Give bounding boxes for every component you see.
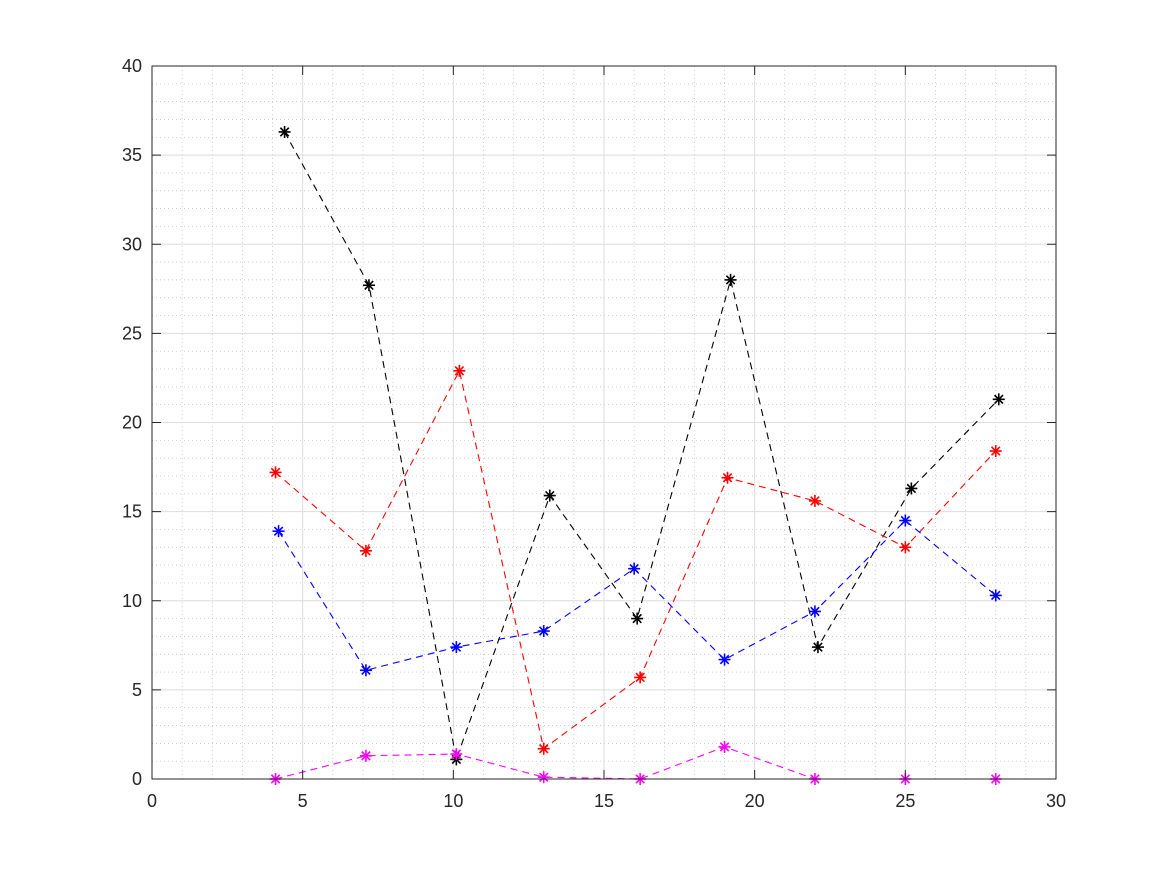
x-tick-label: 30 <box>1046 791 1066 811</box>
data-point-marker <box>992 393 1005 406</box>
data-point-marker <box>808 605 821 618</box>
data-point-marker <box>989 589 1002 602</box>
x-axis-tick-labels: 0 5 10 15 20 25 30 <box>147 791 1066 811</box>
y-tick-label: 25 <box>122 323 142 343</box>
data-point-marker <box>631 612 644 625</box>
chart-series <box>269 125 1005 785</box>
x-tick-label: 0 <box>147 791 157 811</box>
x-tick-label: 15 <box>594 791 614 811</box>
axis-ticks <box>151 65 1057 780</box>
x-tick-label: 10 <box>443 791 463 811</box>
x-tick-label: 25 <box>895 791 915 811</box>
series-1 <box>278 125 1005 766</box>
chart-grid <box>151 65 1057 780</box>
data-point-marker <box>278 125 291 138</box>
data-point-marker <box>989 445 1002 458</box>
data-point-marker <box>899 541 912 554</box>
y-tick-label: 15 <box>122 502 142 522</box>
data-point-marker <box>634 671 647 684</box>
y-tick-label: 40 <box>122 56 142 76</box>
series-line <box>284 131 1000 762</box>
y-tick-label: 35 <box>122 145 142 165</box>
y-tick-label: 20 <box>122 413 142 433</box>
data-point-marker <box>543 489 556 502</box>
data-point-marker <box>808 494 821 507</box>
y-axis-tick-labels: 0 5 10 15 20 25 30 35 40 <box>122 56 142 789</box>
data-point-marker <box>628 562 641 575</box>
data-point-marker <box>811 641 824 654</box>
data-point-marker <box>450 748 463 761</box>
data-point-marker <box>537 742 550 755</box>
series-line <box>278 519 997 671</box>
data-point-marker <box>359 749 372 762</box>
y-tick-label: 30 <box>122 234 142 254</box>
data-point-marker <box>450 641 463 654</box>
data-point-marker <box>718 653 731 666</box>
series-line <box>275 369 997 750</box>
series-3 <box>272 514 1002 677</box>
data-point-marker <box>899 514 912 527</box>
data-point-marker <box>453 364 466 377</box>
data-point-marker <box>724 273 737 286</box>
x-tick-label: 20 <box>745 791 765 811</box>
data-point-marker <box>269 466 282 479</box>
y-tick-label: 0 <box>132 769 142 789</box>
series-4 <box>269 740 1002 785</box>
data-point-marker <box>718 740 731 753</box>
data-point-marker <box>721 471 734 484</box>
data-point-marker <box>359 664 372 677</box>
data-point-marker <box>537 625 550 638</box>
data-point-marker <box>272 525 285 538</box>
data-point-marker <box>362 279 375 292</box>
x-tick-label: 5 <box>298 791 308 811</box>
series-line <box>275 746 996 780</box>
data-point-marker <box>537 771 550 784</box>
y-tick-label: 10 <box>122 591 142 611</box>
data-point-marker <box>359 544 372 557</box>
data-point-marker <box>905 482 918 495</box>
y-tick-label: 5 <box>132 680 142 700</box>
series-2 <box>269 364 1002 755</box>
